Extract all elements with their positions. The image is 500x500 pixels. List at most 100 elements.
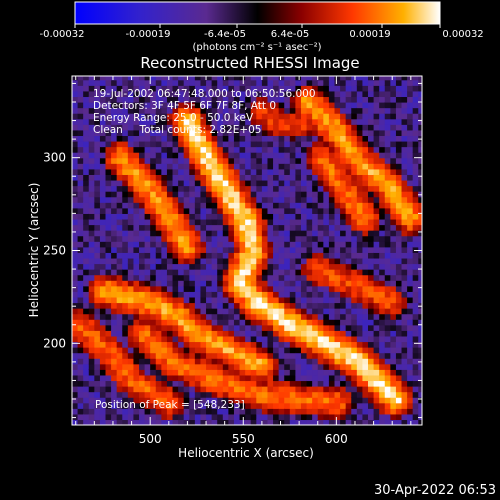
heatmap-cell — [289, 291, 297, 298]
heatmap-cell — [206, 124, 213, 131]
heatmap-cell — [217, 302, 224, 309]
heatmap-cell — [401, 168, 408, 175]
heatmap-cell — [334, 196, 341, 203]
heatmap-cell — [351, 324, 358, 331]
heatmap-cell — [166, 90, 174, 98]
heatmap-cell — [194, 252, 202, 259]
heatmap-cell — [166, 347, 174, 354]
heatmap-cell — [99, 129, 107, 137]
heatmap-cell — [94, 213, 101, 220]
heatmap-cell — [317, 129, 324, 137]
heatmap-cell — [273, 252, 280, 259]
heatmap-cell — [166, 402, 174, 409]
heatmap-cell — [183, 302, 190, 309]
heatmap-cell — [345, 397, 352, 404]
heatmap-cell — [183, 386, 190, 393]
heatmap-cell — [390, 263, 397, 270]
heatmap-cell — [122, 101, 129, 109]
heatmap-cell — [217, 113, 224, 120]
heatmap-cell — [295, 146, 302, 153]
heatmap-cell — [284, 263, 291, 270]
heatmap-cell — [172, 374, 179, 382]
heatmap-cell — [139, 369, 146, 376]
heatmap-cell — [139, 397, 146, 404]
heatmap-cell — [412, 96, 419, 103]
heatmap-cell — [384, 352, 391, 359]
heatmap-cell — [407, 252, 414, 259]
heatmap-cell — [99, 257, 107, 265]
heatmap-cell — [407, 386, 414, 393]
heatmap-cell — [88, 313, 95, 320]
heatmap-cell — [72, 296, 79, 304]
heatmap-cell — [351, 274, 358, 281]
heatmap-cell — [351, 135, 358, 142]
heatmap-cell — [217, 257, 224, 265]
heatmap-cell — [105, 85, 112, 92]
heatmap-cell — [172, 296, 179, 304]
heatmap-cell — [133, 140, 140, 148]
heatmap-cell — [166, 224, 174, 231]
heatmap-cell — [256, 230, 263, 237]
heatmap-cell — [368, 302, 375, 309]
heatmap-cell — [278, 76, 285, 81]
heatmap-cell — [256, 96, 263, 103]
heatmap-cell — [150, 352, 157, 359]
heatmap-cell — [94, 202, 101, 209]
heatmap-cell — [116, 330, 123, 337]
heatmap-cell — [178, 76, 185, 81]
heatmap-cell — [340, 152, 347, 159]
heatmap-cell — [306, 76, 313, 81]
heatmap-cell — [105, 157, 112, 164]
heatmap-cell — [77, 269, 84, 276]
heatmap-cell — [122, 313, 129, 320]
heatmap-cell — [256, 152, 263, 159]
heatmap-cell — [206, 191, 213, 198]
heatmap-cell — [183, 308, 190, 315]
heatmap-cell — [390, 269, 397, 276]
heatmap-cell — [194, 202, 202, 209]
heatmap-cell — [194, 124, 202, 131]
heatmap-cell — [340, 163, 347, 170]
heatmap-cell — [111, 397, 118, 404]
info-block: 19-Jul-2002 06:47:48.000 to 06:50:56.000… — [93, 88, 316, 136]
heatmap-cell — [155, 224, 162, 231]
heatmap-cell — [390, 274, 397, 281]
heatmap-cell — [250, 218, 257, 226]
heatmap-cell — [312, 269, 319, 276]
heatmap-cell — [189, 90, 196, 98]
heatmap-cell — [267, 313, 274, 320]
heatmap-cell — [379, 335, 386, 343]
heatmap-cell — [245, 347, 252, 354]
heatmap-cell — [194, 291, 202, 298]
heatmap-cell — [194, 213, 202, 220]
heatmap-cell — [356, 96, 364, 103]
heatmap-cell — [256, 347, 263, 354]
heatmap-cell — [362, 308, 369, 315]
heatmap-cell — [273, 235, 280, 242]
heatmap-cell — [116, 402, 123, 409]
heatmap-cell — [390, 391, 397, 398]
heatmap-cell — [418, 252, 422, 259]
heatmap-cell — [127, 107, 135, 114]
heatmap-cell — [395, 196, 403, 203]
heatmap-cell — [127, 191, 135, 198]
heatmap-cell — [206, 163, 213, 170]
heatmap-cell — [133, 163, 140, 170]
heatmap-cell — [418, 313, 422, 320]
heatmap-cell — [88, 79, 95, 86]
heatmap-cell — [256, 330, 263, 337]
heatmap-cell — [390, 296, 397, 304]
heatmap-cell — [155, 397, 162, 404]
heatmap-cell — [384, 391, 391, 398]
heatmap-cell — [239, 397, 246, 404]
heatmap-cell — [206, 319, 213, 326]
heatmap-cell — [379, 85, 386, 92]
heatmap-cell — [150, 313, 157, 320]
heatmap-cell — [328, 146, 336, 153]
heatmap-cell — [88, 207, 95, 214]
heatmap-cell — [150, 302, 157, 309]
heatmap-cell — [178, 341, 185, 348]
heatmap-cell — [284, 213, 291, 220]
heatmap-cell — [261, 196, 269, 203]
heatmap-cell — [312, 402, 319, 409]
